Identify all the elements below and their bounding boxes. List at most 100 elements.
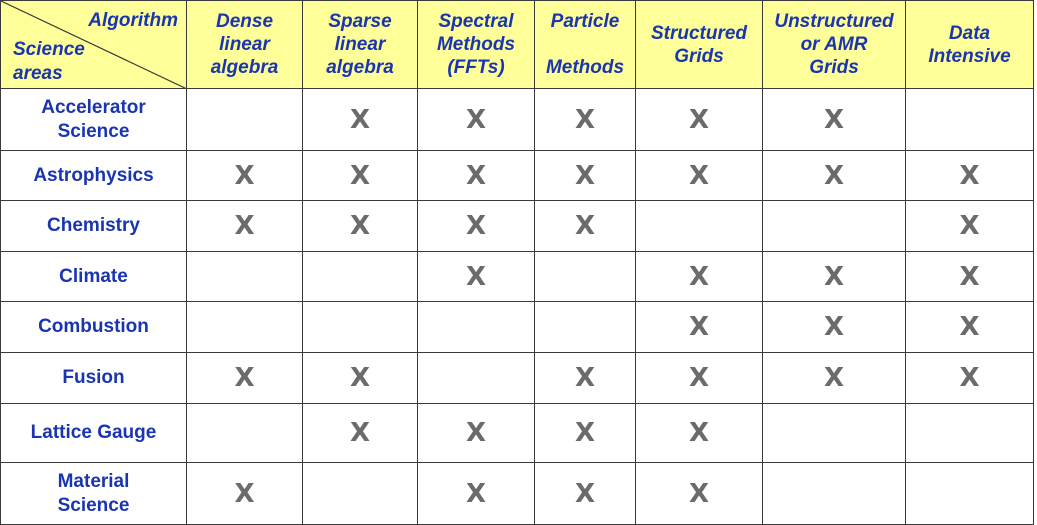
x-mark: X: [349, 211, 371, 241]
science-area-label: Combustion: [0, 301, 187, 353]
matrix-cell: X: [762, 352, 906, 404]
matrix-cell: X: [635, 88, 763, 151]
matrix-cell: X: [186, 200, 303, 252]
matrix-cell: X: [417, 462, 535, 525]
x-mark: X: [234, 363, 255, 393]
corner-header-cell: Algorithm Science areas: [0, 0, 187, 89]
matrix-cell: X: [905, 301, 1034, 353]
matrix-cell: [186, 251, 303, 302]
matrix-cell: [417, 301, 535, 353]
matrix-cell: X: [534, 352, 636, 404]
x-mark: X: [465, 104, 487, 135]
x-mark: X: [349, 104, 371, 135]
x-mark: X: [959, 363, 980, 393]
header-row: Algorithm Science areas Dense linear algeb…: [0, 0, 1034, 89]
matrix-cell: X: [417, 150, 535, 201]
x-mark: X: [688, 261, 710, 292]
matrix-cell: X: [186, 462, 303, 525]
column-header-structured-grids: Structured Grids: [635, 0, 763, 89]
x-mark: X: [465, 478, 487, 509]
matrix-cell: [302, 251, 418, 302]
table-row: Climate X X X X: [0, 251, 1034, 302]
column-header-sparse-linear-algebra: Sparse linear algebra: [302, 0, 418, 89]
matrix-cell: X: [186, 150, 303, 201]
matrix-cell: X: [534, 403, 636, 463]
column-header-particle-methods: Particle Methods: [534, 0, 636, 89]
x-mark: X: [574, 478, 596, 509]
matrix-cell: X: [905, 251, 1034, 302]
matrix-cell: X: [302, 88, 418, 151]
matrix-cell: X: [762, 150, 906, 201]
matrix-cell: [186, 403, 303, 463]
corner-diagonal-line: [1, 1, 187, 89]
x-mark: X: [959, 261, 980, 292]
matrix-cell: X: [905, 150, 1034, 201]
x-mark: X: [959, 211, 980, 241]
matrix-cell: X: [417, 88, 535, 151]
science-area-label: Accelerator Science: [0, 88, 187, 151]
column-header-dense-linear-algebra: Dense linear algebra: [186, 0, 303, 89]
matrix-cell: [762, 403, 906, 463]
matrix-cell: [905, 88, 1034, 151]
x-mark: X: [688, 363, 710, 393]
matrix-cell: X: [417, 200, 535, 252]
x-mark: X: [688, 478, 710, 509]
table-row: Astrophysics X X X X X X X: [0, 150, 1034, 201]
column-header-spectral-methods: Spectral Methods (FFTs): [417, 0, 535, 89]
science-area-label: Climate: [0, 251, 187, 302]
x-mark: X: [823, 363, 845, 393]
matrix-cell: [302, 462, 418, 525]
matrix-cell: X: [534, 200, 636, 252]
science-area-label: Material Science: [0, 462, 187, 525]
x-mark: X: [688, 104, 710, 135]
matrix-cell: X: [302, 403, 418, 463]
table-row: Fusion X X X X X X: [0, 352, 1034, 404]
matrix-cell: X: [186, 352, 303, 404]
x-mark: X: [465, 160, 487, 191]
x-mark: X: [465, 418, 487, 448]
matrix-cell: [762, 200, 906, 252]
x-mark: X: [349, 160, 371, 191]
matrix-cell: X: [762, 88, 906, 151]
x-mark: X: [688, 160, 710, 191]
matrix-cell: X: [302, 200, 418, 252]
matrix-cell: X: [905, 352, 1034, 404]
x-mark: X: [574, 211, 596, 241]
matrix-cell: [534, 301, 636, 353]
table-row: Chemistry X X X X X: [0, 200, 1034, 252]
science-area-label: Astrophysics: [0, 150, 187, 201]
matrix-cell: [186, 88, 303, 151]
column-header-data-intensive: Data Intensive: [905, 0, 1034, 89]
matrix-cell: [635, 200, 763, 252]
matrix-cell: X: [635, 251, 763, 302]
matrix-cell: X: [534, 88, 636, 151]
x-mark: X: [234, 478, 255, 509]
x-mark: X: [959, 160, 980, 191]
x-mark: X: [959, 312, 980, 342]
matrix-cell: [905, 403, 1034, 463]
matrix-cell: X: [534, 150, 636, 201]
matrix-cell: X: [417, 251, 535, 302]
matrix-cell: X: [635, 462, 763, 525]
matrix-cell: [534, 251, 636, 302]
matrix-cell: X: [302, 150, 418, 201]
matrix-cell: [302, 301, 418, 353]
science-area-label: Fusion: [0, 352, 187, 404]
table-row: Combustion X X X: [0, 301, 1034, 353]
x-mark: X: [234, 211, 255, 241]
x-mark: X: [823, 261, 845, 292]
matrix-cell: X: [635, 352, 763, 404]
x-mark: X: [688, 418, 710, 448]
matrix-cell: X: [762, 301, 906, 353]
matrix-cell: X: [534, 462, 636, 525]
x-mark: X: [823, 160, 845, 191]
matrix-cell: X: [635, 301, 763, 353]
x-mark: X: [234, 160, 255, 191]
table-row: Material Science X X X X: [0, 462, 1034, 525]
x-mark: X: [823, 312, 845, 342]
matrix-cell: X: [302, 352, 418, 404]
table-row: Lattice Gauge X X X X: [0, 403, 1034, 463]
matrix-cell: [905, 462, 1034, 525]
x-mark: X: [465, 211, 487, 241]
